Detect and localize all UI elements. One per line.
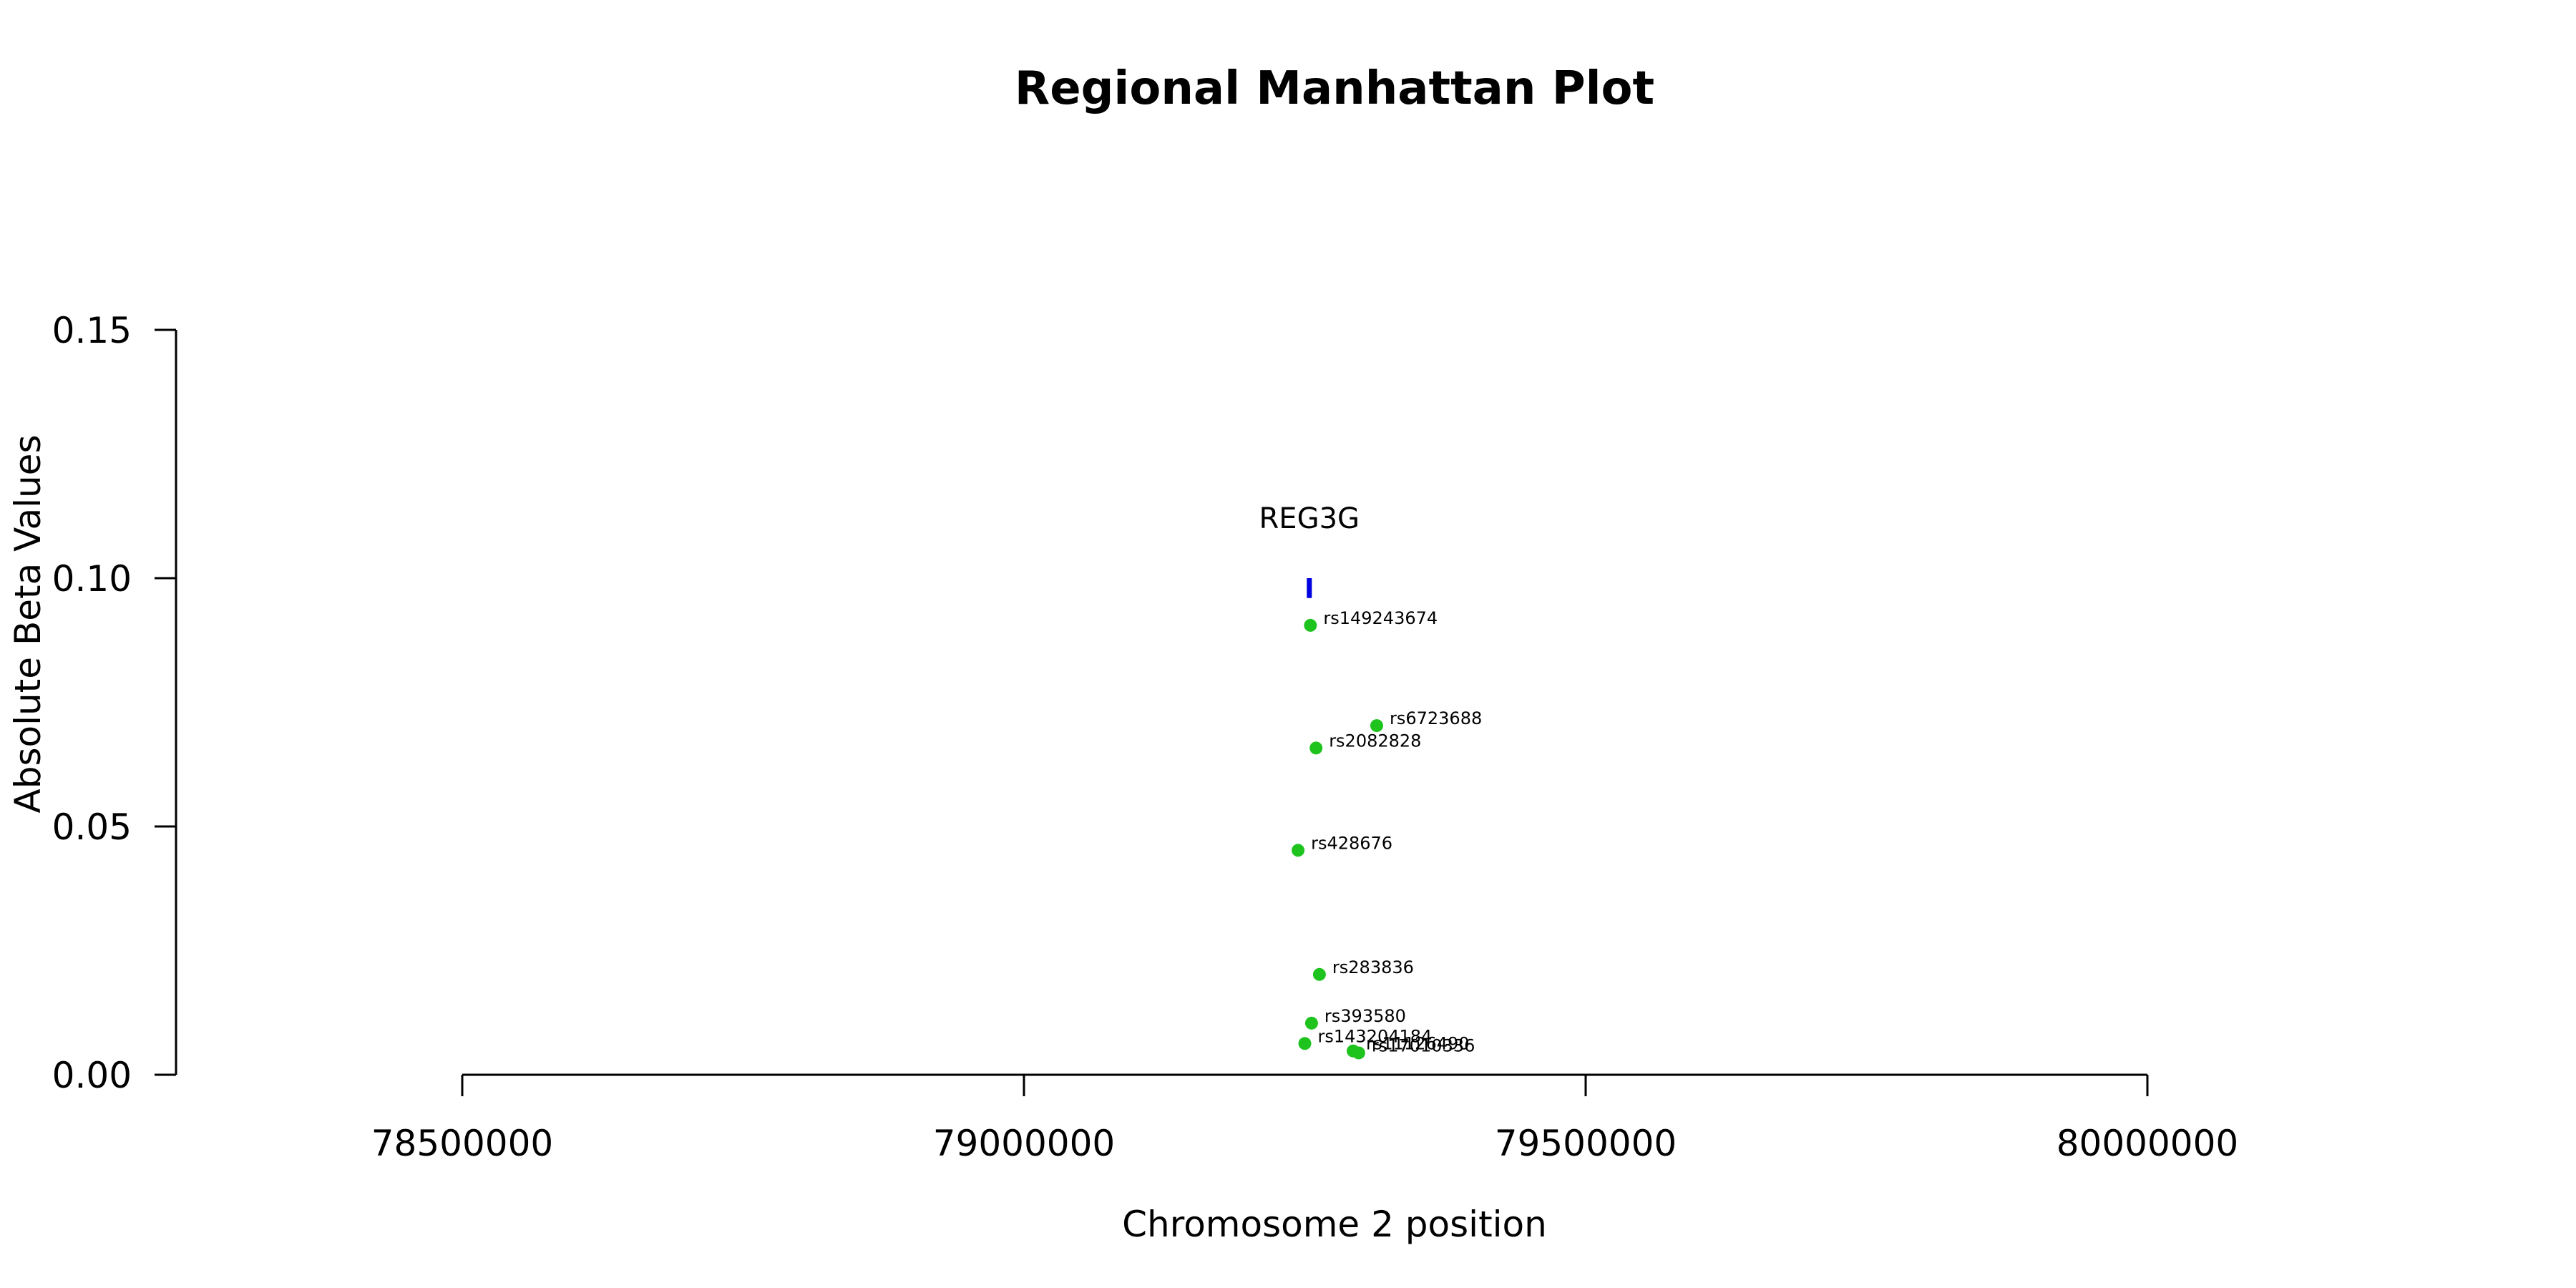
snp-point [1312, 967, 1326, 981]
x-tick-label: 79500000 [1495, 1123, 1677, 1164]
points-layer [1292, 618, 1383, 1060]
snp-label: rs283836 [1332, 957, 1414, 977]
snp-label: rs11126490 [1366, 1034, 1470, 1054]
y-axis-label: Absolute Beta Values [7, 435, 49, 814]
x-tick-label: 79000000 [933, 1123, 1116, 1164]
gene-label: REG3G [1259, 502, 1360, 535]
y-tick-label: 0.15 [52, 310, 132, 351]
chart-title: Regional Manhattan Plot [1015, 62, 1654, 115]
snp-point [1292, 844, 1305, 857]
snp-point [1304, 1016, 1318, 1030]
axes: 0.00 0.05 0.10 0.15 78500000 79000000 79500000… [52, 310, 2239, 1164]
snp-label: rs6723688 [1390, 708, 1482, 728]
snp-point [1298, 1037, 1312, 1050]
y-tick-label: 0.10 [52, 558, 132, 600]
x-axis-label: Chromosome 2 position [1122, 1204, 1547, 1245]
snp-label: rs393580 [1324, 1006, 1406, 1026]
snp-label: rs2082828 [1329, 731, 1421, 751]
y-tick-label: 0.00 [52, 1055, 132, 1096]
snp-label: rs149243674 [1323, 608, 1438, 628]
x-tick-label: 78500000 [371, 1123, 554, 1164]
snp-point [1304, 618, 1317, 632]
snp-point [1370, 719, 1383, 733]
snp-label: rs143204184 [1318, 1026, 1433, 1046]
x-tick-label: 80000000 [2057, 1123, 2239, 1164]
snp-label: rs428676 [1311, 833, 1392, 853]
snp-point [1309, 741, 1323, 755]
y-tick-label: 0.05 [52, 806, 132, 848]
snp-labels-layer: rs149243674 rs6723688 rs2082828 rs428676 rs2… [1311, 608, 1482, 1056]
snp-point [1352, 1046, 1365, 1060]
gene-layer: REG3G [1259, 502, 1360, 598]
snp-label: rs17010336 [1372, 1035, 1475, 1055]
